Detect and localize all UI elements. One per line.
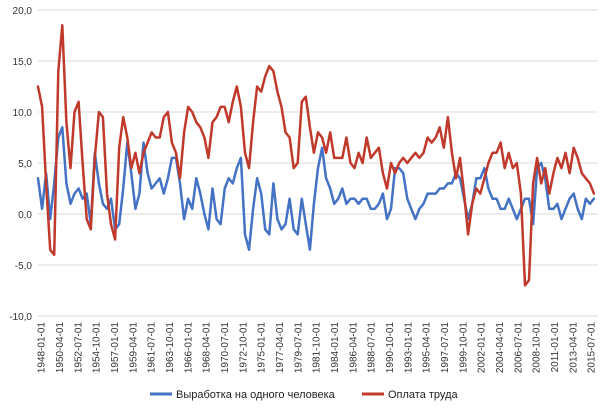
x-tick-label: 1999-10-01 [458,322,469,374]
x-axis-ticks: 1948-01-01 1950-04-01 1952-07-01 1954-10-01… [37,322,598,374]
y-tick-label: 15,0 [13,57,33,68]
x-tick-label: 2004-04-01 [495,322,506,374]
x-tick-label: 1990-10-01 [385,322,396,374]
x-tick-label: 1986-04-01 [348,322,359,374]
y-axis-ticks: -10,0 -5,0 0,0 5,0 10,0 15,0 20,0 [9,6,32,323]
x-tick-label: 1975-01-01 [257,322,268,374]
x-tick-label: 1997-07-01 [440,322,451,374]
x-tick-label: 1963-10-01 [165,322,176,374]
series-lines [36,24,596,287]
x-tick-label: 2011-01-01 [550,322,561,373]
y-tick-label: 10,0 [13,108,33,119]
y-tick-label: 5,0 [18,159,32,170]
x-tick-label: 1950-04-01 [55,322,66,374]
x-tick-label: 1970-07-01 [220,322,231,374]
y-tick-label: 20,0 [13,6,33,17]
x-tick-label: 2015-07-01 [587,322,598,374]
x-tick-label: 1995-04-01 [422,322,433,374]
y-tick-label: 0,0 [18,210,32,221]
x-tick-label: 1979-07-01 [293,322,304,374]
x-tick-label: 1972-10-01 [238,322,249,374]
x-tick-label: 1957-01-01 [110,322,121,374]
x-tick-label: 1968-04-01 [202,322,213,374]
x-tick-label: 2006-07-01 [513,322,524,374]
x-tick-label: 1959-04-01 [128,322,139,374]
x-tick-label: 2008-10-01 [532,322,543,374]
y-tick-label: -10,0 [9,312,32,323]
x-tick-label: 1966-01-01 [183,322,194,374]
x-tick-label: 2013-04-01 [568,322,579,374]
series-line-1 [36,24,596,287]
x-tick-label: 2002-01-01 [477,322,488,374]
x-tick-label: 1988-07-01 [367,322,378,374]
legend-label: Оплата труда [388,389,458,401]
x-tick-label: 1993-01-01 [403,322,414,374]
legend-label: Выработка на одного человека [176,389,336,401]
legend: Выработка на одного человека Оплата труда [150,389,458,401]
x-tick-label: 1948-01-01 [37,322,48,374]
x-tick-label: 1952-07-01 [73,322,84,374]
x-tick-label: 1961-07-01 [147,322,158,374]
y-tick-label: -5,0 [15,261,33,272]
x-tick-label: 1977-04-01 [275,322,286,374]
x-tick-label: 1981-10-01 [312,322,323,374]
x-tick-label: 1954-10-01 [92,322,103,374]
x-tick-label: 1984-01-01 [330,322,341,374]
